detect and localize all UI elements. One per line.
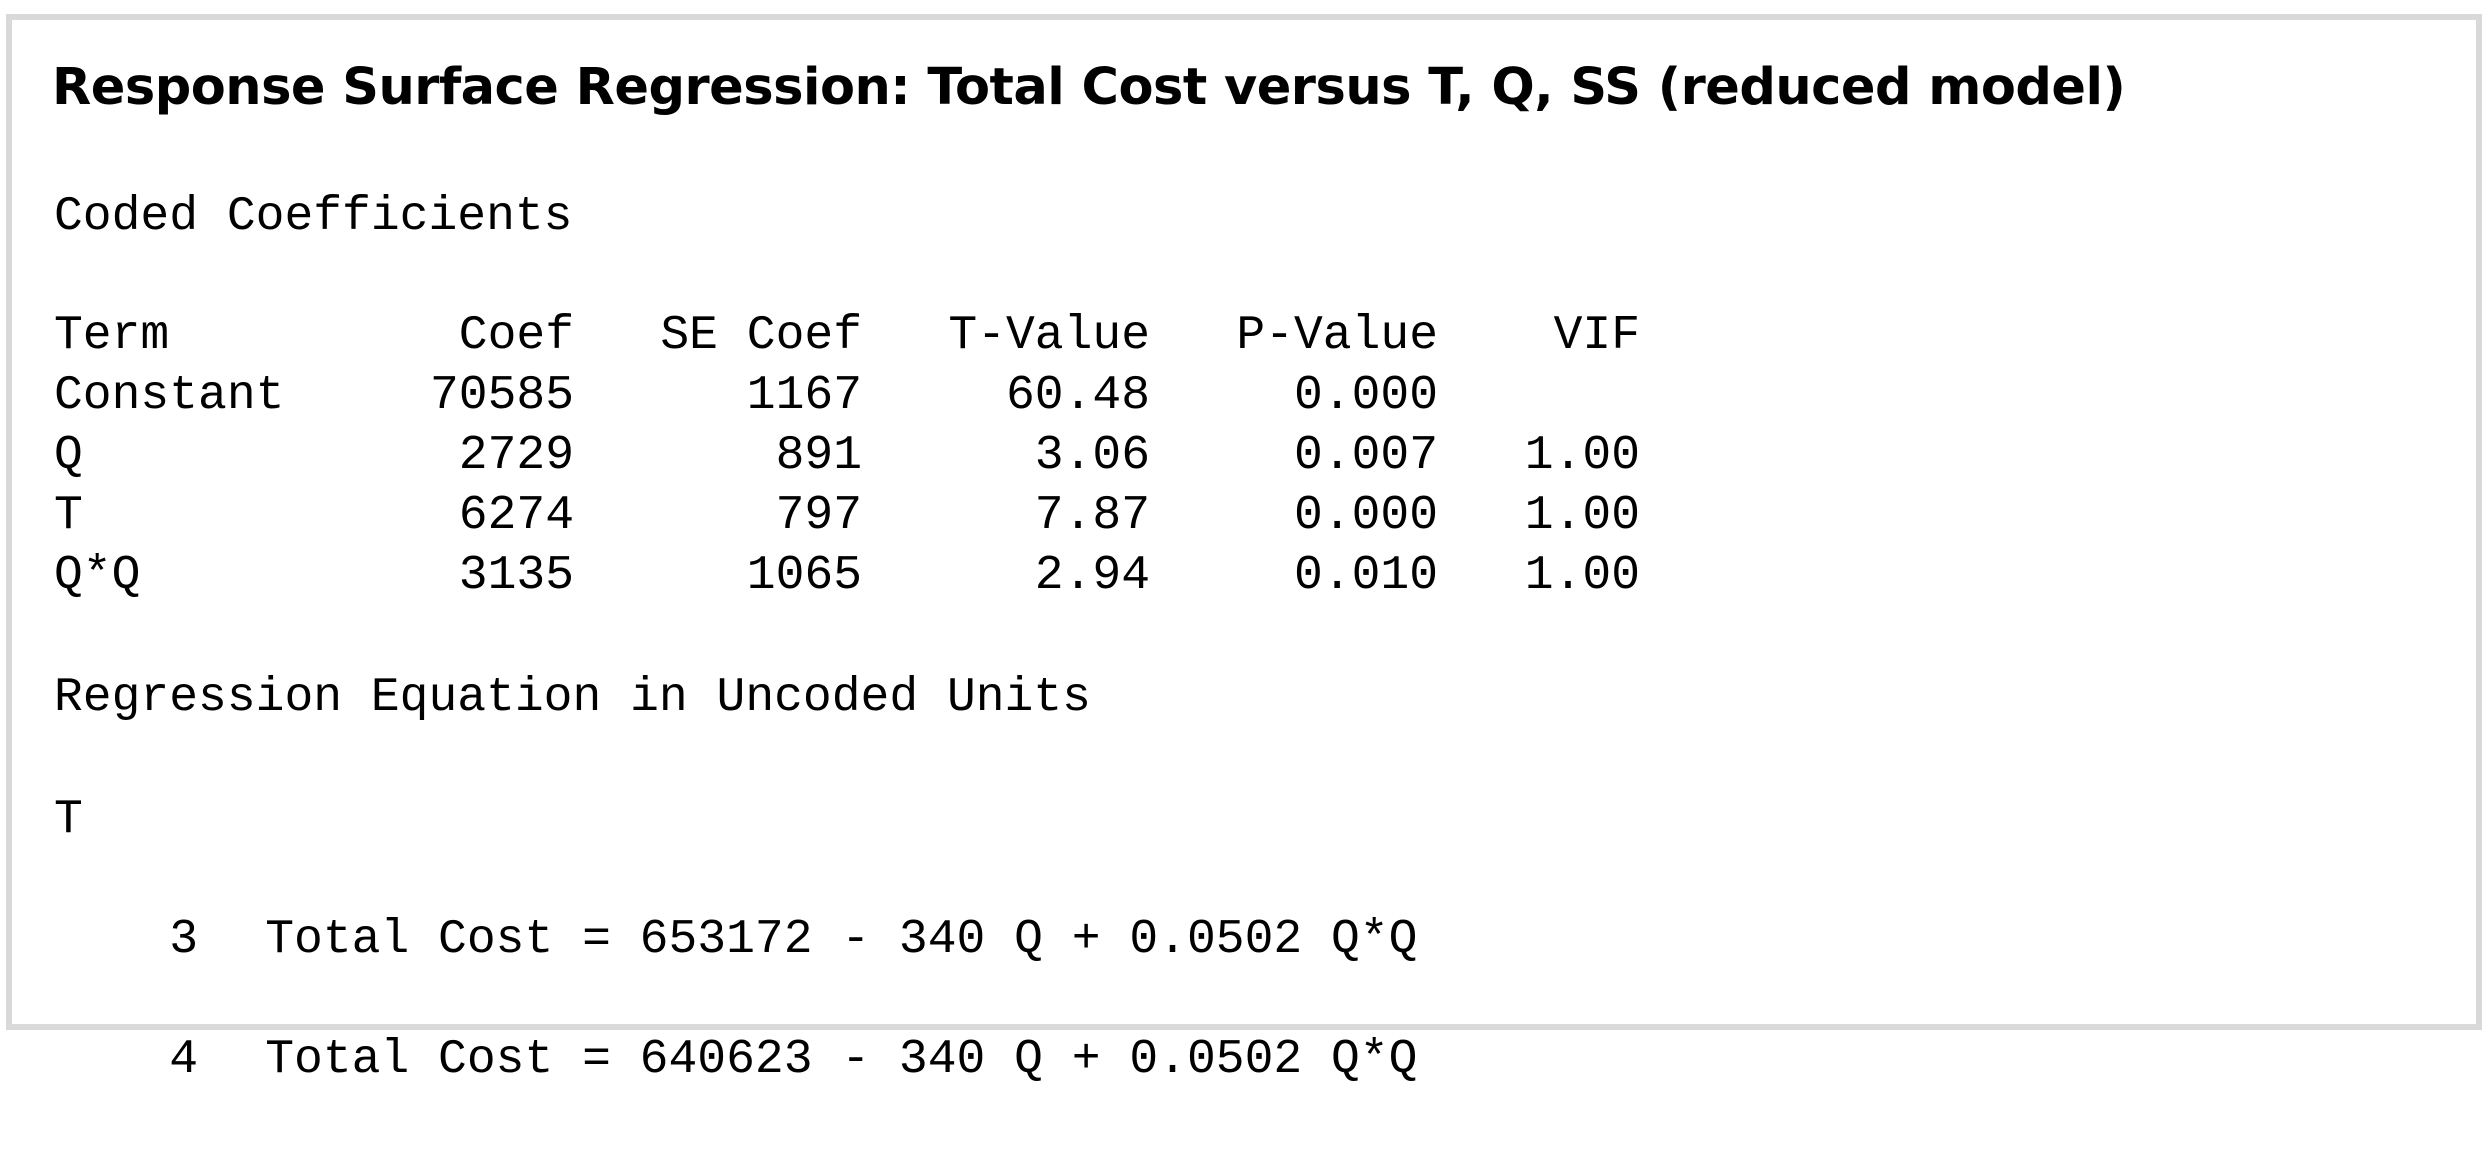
cell-coef: 6274 (458, 489, 574, 543)
cell-vif (1438, 366, 1640, 426)
cell-t-value: 7.87 (1034, 489, 1150, 543)
cell-term: Q (54, 429, 83, 483)
cell-se-coef: 797 (775, 489, 862, 543)
cell-p-value: 0.000 (1293, 489, 1438, 543)
equation-row: 4 Total Cost = 640623 - 340 Q + 0.0502 Q*… (54, 970, 1417, 1150)
cell-p-value: 0.010 (1293, 549, 1438, 603)
page-title: Response Surface Regression: Total Cost … (52, 58, 2126, 117)
cell-vif: 1.00 (1524, 489, 1640, 543)
regression-equation-heading: Regression Equation in Uncoded Units (54, 671, 1091, 725)
coded-coefficients-heading: Coded Coefficients (54, 190, 573, 244)
table-row: T 6274 797 7.87 0.000 1.00 (54, 486, 1640, 546)
cell-se-coef: 891 (775, 429, 862, 483)
cell-term: T (54, 489, 83, 543)
equation-text: Total Cost = 640623 - 340 Q + 0.0502 Q*Q (265, 1033, 1418, 1087)
cell-se-coef: 1167 (746, 369, 862, 423)
table-header-row: Term Coef SE Coef T-Value P-Value VIF (54, 306, 1640, 366)
column-header-coef: Coef (458, 309, 574, 363)
table-row: Q*Q 3135 1065 2.94 0.010 1.00 (54, 546, 1640, 606)
column-header-vif: VIF (1553, 309, 1640, 363)
cell-vif: 1.00 (1524, 549, 1640, 603)
cell-term: Constant (54, 369, 285, 423)
output-panel: Response Surface Regression: Total Cost … (6, 14, 2482, 1087)
column-header-se-coef: SE Coef (660, 309, 862, 363)
cell-coef: 2729 (458, 429, 574, 483)
equation-row: 3 Total Cost = 653172 - 340 Q + 0.0502 Q*… (54, 850, 1417, 1030)
cell-t-value: 60.48 (1005, 369, 1150, 423)
factor-label: T (54, 793, 83, 847)
cell-t-value: 3.06 (1034, 429, 1150, 483)
equation-level: 3 (169, 913, 199, 967)
cell-coef: 3135 (458, 549, 574, 603)
cell-vif: 1.00 (1524, 429, 1640, 483)
cell-term: Q*Q (54, 549, 141, 603)
cell-p-value: 0.000 (1293, 369, 1438, 423)
column-header-term: Term (54, 309, 170, 363)
table-row: Q 2729 891 3.06 0.007 1.00 (54, 426, 1640, 486)
coefficients-table: Term Coef SE Coef T-Value P-Value VIF Co… (54, 306, 1640, 606)
cell-t-value: 2.94 (1034, 549, 1150, 603)
column-header-p-value: P-Value (1236, 309, 1438, 363)
equation-text: Total Cost = 653172 - 340 Q + 0.0502 Q*Q (265, 913, 1418, 967)
cell-se-coef: 1065 (746, 549, 862, 603)
equation-level: 4 (169, 1033, 199, 1087)
cell-coef: 70585 (429, 369, 574, 423)
column-header-t-value: T-Value (948, 309, 1150, 363)
cell-p-value: 0.007 (1293, 429, 1438, 483)
table-row: Constant 70585 1167 60.48 0.000 (54, 366, 1640, 426)
